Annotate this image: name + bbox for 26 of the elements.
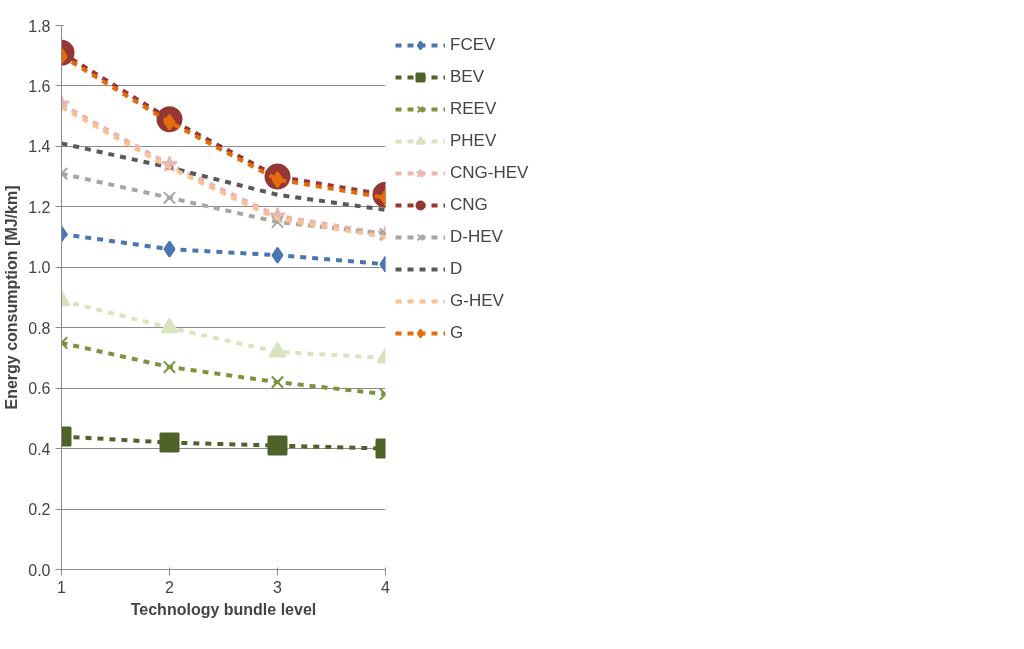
y-tick-label: 1.6	[28, 77, 51, 95]
x-tick-label: 1	[57, 578, 67, 596]
legend-label: G-HEV	[450, 291, 505, 311]
legend-label: D-HEV	[450, 227, 504, 247]
y-tick-label: 1.2	[28, 198, 51, 216]
y-tick-label: 0.2	[28, 501, 51, 519]
legend-label: REEV	[450, 99, 498, 119]
legend-label: CNG-HEV	[450, 163, 530, 183]
y-tick-label: 1.8	[28, 17, 51, 35]
legend-label: PHEV	[450, 131, 498, 151]
legend-label: G	[450, 323, 465, 343]
legend-label: FCEV	[450, 35, 497, 55]
y-tick-label: 0.8	[28, 319, 51, 337]
y-tick-label: 1.4	[28, 138, 51, 156]
y-axis-title: Energy consumption [MJ/km]	[3, 185, 21, 410]
x-tick-label: 4	[381, 578, 391, 596]
x-tick-label: 3	[273, 578, 283, 596]
legend-label: D	[450, 259, 464, 279]
y-tick-label: 1.0	[28, 259, 51, 277]
legend-label: CNG	[450, 195, 489, 215]
y-tick-label: 0.4	[28, 440, 51, 458]
legend-label: BEV	[450, 67, 486, 87]
y-tick-label: 0.6	[28, 380, 51, 398]
x-tick-label: 2	[165, 578, 175, 596]
y-tick-label: 0.0	[28, 561, 51, 579]
x-axis-title: Technology bundle level	[130, 600, 317, 618]
